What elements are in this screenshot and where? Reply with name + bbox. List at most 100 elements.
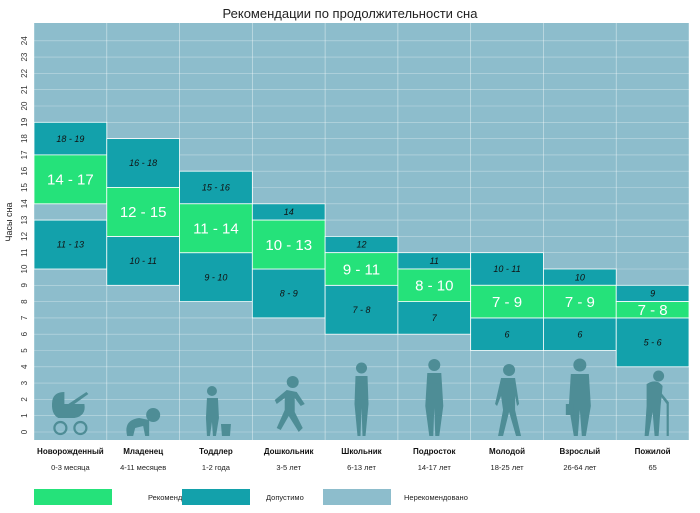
bar-recommended-label: 7 - 8 xyxy=(638,302,668,319)
x-category-label: Младенец xyxy=(123,447,163,456)
toddler-with-potty-icon xyxy=(205,386,231,436)
bar-acceptable-lower xyxy=(179,252,253,302)
y-tick-label: 13 xyxy=(20,215,29,224)
bar-acceptable-lower-label: 8 - 9 xyxy=(280,289,298,299)
bar-acceptable-lower-label: 7 - 8 xyxy=(352,305,370,315)
x-age-label: 0-3 месяца xyxy=(51,463,90,472)
x-category-label: Молодой xyxy=(489,447,525,456)
x-age-label: 1-2 года xyxy=(202,463,231,472)
running-child-icon xyxy=(274,376,305,432)
y-tick-label: 4 xyxy=(20,364,29,369)
bar-acceptable-upper-label: 10 xyxy=(575,272,585,282)
legend-label-recommended: Рекомендовано xyxy=(148,493,203,502)
y-tick-label: 20 xyxy=(20,101,29,110)
chart-title: Рекомендации по продолжительности сна xyxy=(222,6,478,21)
y-axis-title: Часы сна xyxy=(4,203,14,242)
adult-with-briefcase-icon xyxy=(565,358,591,436)
x-category-label: Пожилой xyxy=(635,447,671,456)
y-tick-label: 21 xyxy=(20,85,29,94)
bar-recommended xyxy=(179,203,253,254)
y-tick-label: 17 xyxy=(20,150,29,159)
x-category-label: Новорожденный xyxy=(37,447,104,456)
y-tick-label: 12 xyxy=(20,231,29,240)
elderly-with-cane-icon xyxy=(644,370,669,436)
bar-recommended-label: 8 - 10 xyxy=(415,278,453,295)
x-age-label: 26-64 лет xyxy=(563,463,597,472)
bar-acceptable-lower xyxy=(33,219,108,270)
y-tick-label: 16 xyxy=(20,166,29,175)
bar-recommended-label: 7 - 9 xyxy=(565,294,595,311)
bar-recommended-label: 11 - 14 xyxy=(193,221,239,238)
bar-recommended xyxy=(470,284,544,319)
bar-acceptable-upper-label: 18 - 19 xyxy=(56,134,84,144)
bar-acceptable-lower-label: 6 xyxy=(505,329,510,339)
legend-label-acceptable: Допустимо xyxy=(266,493,304,502)
bar-recommended xyxy=(615,301,690,319)
bar-acceptable-lower-label: 6 xyxy=(577,329,582,339)
y-tick-label: 7 xyxy=(20,315,29,320)
y-tick-label: 18 xyxy=(20,134,29,143)
bar-acceptable-lower xyxy=(324,284,399,335)
young-adult-icon xyxy=(495,364,522,436)
teenager-icon xyxy=(425,359,444,436)
x-category-label: Школьник xyxy=(341,447,382,456)
y-tick-label: 14 xyxy=(20,199,29,208)
bar-acceptable-lower xyxy=(615,317,690,368)
y-tick-label: 23 xyxy=(20,52,29,61)
bar-acceptable-lower-label: 9 - 10 xyxy=(204,272,227,282)
x-category-label: Взрослый xyxy=(559,447,600,456)
x-age-label: 6-13 лет xyxy=(347,463,376,472)
bar-acceptable-lower-label: 11 - 13 xyxy=(57,240,84,250)
bar-acceptable-upper-label: 11 xyxy=(430,256,439,266)
y-tick-label: 8 xyxy=(20,299,29,304)
x-category-label: Дошкольник xyxy=(264,447,315,456)
bar-recommended-label: 9 - 11 xyxy=(343,261,380,278)
bar-acceptable-upper-label: 12 xyxy=(356,240,366,250)
bar-acceptable-upper-label: 15 - 16 xyxy=(202,183,230,193)
baby-stroller-icon xyxy=(51,392,89,436)
legend-swatch-acceptable xyxy=(182,489,250,505)
x-age-label: 4-11 месяцев xyxy=(120,463,166,472)
bar-acceptable-upper xyxy=(106,138,180,188)
bar-acceptable-lower-label: 7 xyxy=(432,313,438,323)
x-age-label: 65 xyxy=(648,463,656,472)
legend-swatch-recommended xyxy=(34,489,112,505)
y-tick-label: 3 xyxy=(20,380,29,385)
bar-acceptable-upper-label: 9 xyxy=(650,289,655,299)
bar-acceptable-upper-label: 14 xyxy=(284,207,294,217)
bar-recommended-label: 12 - 15 xyxy=(120,204,167,221)
bar-acceptable-upper-label: 10 - 11 xyxy=(493,264,520,274)
x-category-label: Подросток xyxy=(413,447,456,456)
y-tick-label: 10 xyxy=(20,264,29,273)
legend-label-not-recommended: Нерекомендовано xyxy=(404,493,468,502)
bar-acceptable-lower xyxy=(251,268,326,319)
y-tick-label: 11 xyxy=(20,248,29,257)
y-tick-label: 5 xyxy=(20,348,29,353)
y-tick-label: 0 xyxy=(20,429,29,434)
bar-recommended-label: 14 - 17 xyxy=(47,172,94,189)
x-age-label: 3-5 лет xyxy=(276,463,301,472)
bar-recommended xyxy=(251,219,326,270)
crawling-baby-icon xyxy=(126,408,161,436)
y-tick-label: 19 xyxy=(20,117,29,126)
y-tick-label: 1 xyxy=(20,413,29,418)
y-tick-label: 22 xyxy=(20,68,29,77)
bar-acceptable-lower-label: 5 - 6 xyxy=(644,338,662,348)
x-age-label: 18-25 лет xyxy=(491,463,525,472)
y-tick-label: 9 xyxy=(20,283,29,288)
bar-acceptable-upper xyxy=(179,170,253,205)
legend-swatch-not-recommended xyxy=(323,489,391,505)
bar-recommended-label: 7 - 9 xyxy=(492,294,522,311)
y-tick-label: 24 xyxy=(20,36,29,45)
x-category-label: Тоддлер xyxy=(199,447,233,456)
bar-acceptable-lower-label: 10 - 11 xyxy=(129,256,156,266)
bar-acceptable-upper xyxy=(33,121,108,156)
bar-recommended xyxy=(324,252,399,286)
bar-recommended xyxy=(397,268,472,302)
bar-acceptable-upper xyxy=(470,252,544,286)
y-tick-label: 6 xyxy=(20,331,29,336)
bar-acceptable-lower xyxy=(470,317,544,351)
x-age-label: 14-17 лет xyxy=(418,463,452,472)
